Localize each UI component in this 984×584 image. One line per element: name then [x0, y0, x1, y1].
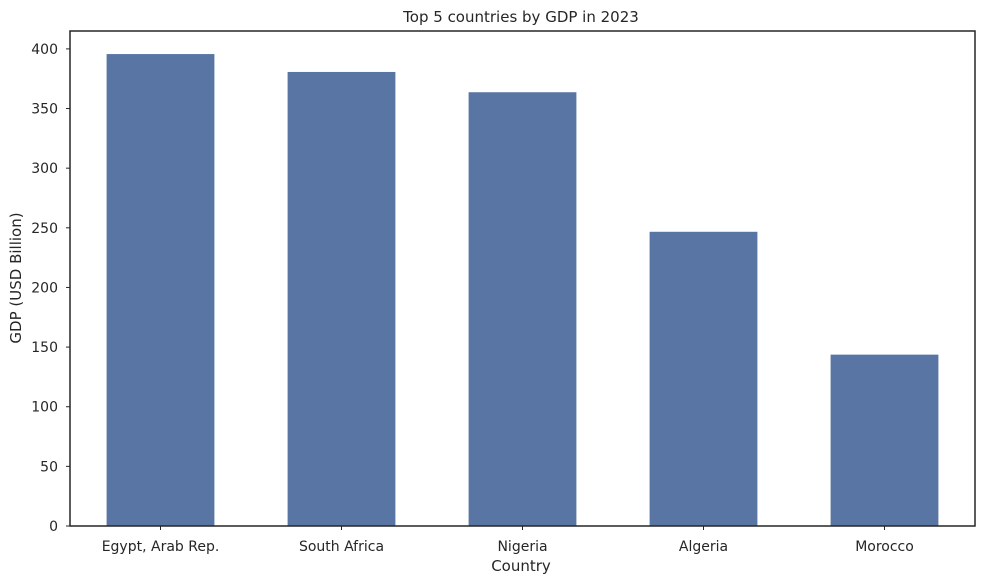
x-tick-label: Egypt, Arab Rep.	[102, 539, 220, 555]
bar-algeria	[648, 230, 759, 527]
x-tick-label: South Africa	[299, 539, 384, 555]
y-tick-label: 400	[31, 42, 58, 58]
y-tick-label: 200	[31, 280, 58, 296]
y-tick-label: 100	[31, 400, 58, 416]
chart-title: Top 5 countries by GDP in 2023	[402, 8, 639, 26]
bar-south-africa	[286, 71, 397, 527]
y-ticks-group: 0 50 100 150 200 250 300 350 400	[31, 42, 70, 535]
x-ticks-group: Egypt, Arab Rep. South Africa Nigeria Alger…	[102, 526, 914, 555]
y-tick-label: 0	[49, 519, 58, 535]
x-tick-label: Morocco	[855, 539, 914, 555]
y-tick-label: 350	[31, 102, 58, 118]
bar-egypt-arab-rep	[105, 53, 216, 527]
x-axis-title: Country	[491, 557, 551, 575]
x-tick-label: Nigeria	[497, 539, 547, 555]
bar-morocco	[829, 353, 940, 527]
y-tick-label: 300	[31, 161, 58, 177]
x-tick-label: Algeria	[679, 539, 728, 555]
y-tick-label: 50	[40, 459, 58, 475]
y-axis-title: GDP (USD Billion)	[7, 212, 25, 343]
y-tick-label: 250	[31, 221, 58, 237]
plot-frame	[69, 30, 976, 527]
bars-group	[105, 53, 940, 527]
bar-nigeria	[467, 91, 578, 527]
y-tick-label: 150	[31, 340, 58, 356]
